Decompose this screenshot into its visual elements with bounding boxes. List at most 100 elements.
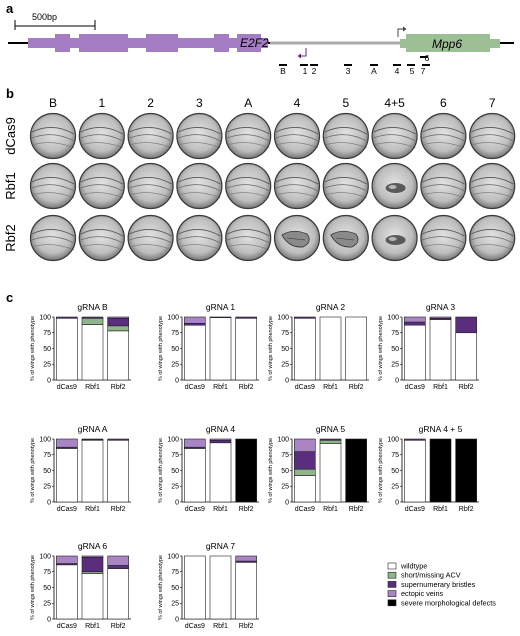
y-tick-label: 0 bbox=[47, 499, 51, 506]
wing-image bbox=[322, 214, 369, 262]
chart-title: gRNA 7 bbox=[206, 541, 236, 551]
y-tick-label: 50 bbox=[171, 346, 179, 353]
bar-segment bbox=[209, 317, 232, 381]
bar-segment bbox=[81, 317, 104, 325]
stacked-bar-chart: gRNA A % of wings with phenotype 0 25 50 75 10… bbox=[30, 424, 131, 513]
y-axis-label: % of wings with phenotype bbox=[268, 316, 274, 381]
wing-image bbox=[29, 112, 77, 160]
y-tick-label: 100 bbox=[277, 314, 289, 321]
bar-segment bbox=[319, 439, 342, 444]
e2f2-exon-2 bbox=[79, 34, 128, 52]
x-tick-label: Rbf2 bbox=[239, 623, 254, 630]
bar-segment bbox=[107, 565, 129, 569]
wing-column-label: 2 bbox=[147, 96, 154, 110]
bar-segment bbox=[107, 555, 129, 566]
wing-image bbox=[176, 214, 223, 262]
legend-swatch bbox=[387, 562, 397, 570]
y-tick-label: 25 bbox=[171, 484, 179, 491]
chart-title: gRNA 6 bbox=[78, 541, 108, 551]
y-tick-label: 100 bbox=[277, 436, 289, 443]
stacked-bar-chart: gRNA 7 % of wings with phenotype 0 25 50 75 10… bbox=[158, 541, 259, 630]
y-tick-label: 0 bbox=[395, 499, 399, 506]
y-tick-label: 75 bbox=[391, 452, 399, 459]
bar-segment bbox=[404, 439, 426, 503]
wing-column-label: 4+5 bbox=[384, 96, 405, 110]
y-tick-label: 75 bbox=[43, 569, 51, 576]
wing-image bbox=[322, 162, 369, 210]
mpp6-tss-arrow bbox=[397, 28, 405, 37]
wing-image bbox=[420, 214, 467, 262]
panel-b-letter: b bbox=[6, 86, 14, 101]
y-tick-label: 75 bbox=[171, 452, 179, 459]
legend-swatch bbox=[387, 571, 397, 579]
y-axis-label: % of wings with phenotype bbox=[30, 555, 36, 620]
y-tick-label: 75 bbox=[391, 330, 399, 337]
y-tick-label: 0 bbox=[285, 377, 289, 384]
bar-segment bbox=[209, 316, 232, 318]
bar-segment bbox=[107, 317, 129, 327]
bar-segment bbox=[429, 316, 452, 319]
y-tick-label: 0 bbox=[47, 616, 51, 623]
bar-segment bbox=[184, 448, 206, 503]
wing-column-label: 4 bbox=[294, 96, 301, 110]
bar-segment bbox=[294, 316, 316, 319]
stacked-bar-chart: gRNA 4 % of wings with phenotype 0 25 50 75 10… bbox=[158, 424, 259, 513]
bar-segment bbox=[429, 438, 452, 503]
x-tick-label: Rbf1 bbox=[213, 506, 228, 513]
bar-segment bbox=[235, 438, 257, 503]
x-tick-label: Rbf1 bbox=[213, 623, 228, 630]
y-tick-label: 0 bbox=[395, 377, 399, 384]
bar-segment bbox=[294, 475, 316, 503]
bar-segment bbox=[184, 316, 206, 324]
y-tick-label: 0 bbox=[175, 499, 179, 506]
grna-label: 2 bbox=[312, 66, 317, 76]
wing-column-label: 7 bbox=[489, 96, 496, 110]
bar-segment bbox=[404, 438, 426, 441]
y-tick-label: 25 bbox=[281, 484, 289, 491]
y-tick-label: 100 bbox=[387, 314, 399, 321]
y-tick-label: 100 bbox=[167, 553, 179, 560]
x-tick-label: Rbf2 bbox=[111, 384, 126, 391]
y-tick-label: 50 bbox=[391, 468, 399, 475]
grna-markers: B 1 2 3 A 4 56 7 bbox=[279, 53, 430, 76]
wing-row-label: dCas9 bbox=[3, 117, 18, 155]
wing-image bbox=[176, 162, 223, 210]
grna-label: 4 bbox=[395, 66, 400, 76]
y-tick-label: 75 bbox=[281, 452, 289, 459]
chart-title: gRNA 2 bbox=[316, 302, 346, 312]
e2f2-exon-3 bbox=[146, 34, 178, 52]
x-tick-label: Rbf1 bbox=[85, 506, 100, 513]
bar-segment bbox=[56, 555, 78, 564]
y-tick-label: 0 bbox=[47, 377, 51, 384]
y-tick-label: 25 bbox=[391, 484, 399, 491]
y-axis-label: % of wings with phenotype bbox=[158, 555, 164, 620]
chart-title: gRNA A bbox=[78, 424, 108, 434]
legend-label: ectopic veins bbox=[401, 589, 444, 598]
wing-image bbox=[273, 112, 321, 160]
chart-title: gRNA 4 + 5 bbox=[419, 424, 463, 434]
y-axis-label: % of wings with phenotype bbox=[378, 438, 384, 503]
wing-row-label: Rbf1 bbox=[3, 172, 18, 199]
bar-segment bbox=[184, 438, 206, 448]
wing-image bbox=[78, 162, 125, 210]
panel-c-letter: c bbox=[6, 290, 13, 305]
bar-segment bbox=[107, 568, 129, 620]
wing-column-label: 1 bbox=[98, 96, 105, 110]
y-tick-label: 75 bbox=[171, 569, 179, 576]
y-tick-label: 0 bbox=[285, 499, 289, 506]
e2f2-exon-1 bbox=[55, 34, 70, 52]
legend-swatch bbox=[387, 581, 397, 588]
y-tick-label: 75 bbox=[171, 330, 179, 337]
y-tick-label: 75 bbox=[43, 330, 51, 337]
wing-column-label: A bbox=[244, 96, 252, 110]
y-tick-label: 75 bbox=[281, 330, 289, 337]
e2f2-tss-arrow bbox=[299, 48, 307, 57]
y-tick-label: 25 bbox=[43, 601, 51, 608]
wing-image bbox=[29, 162, 77, 210]
x-tick-label: dCas9 bbox=[185, 623, 205, 630]
y-tick-label: 50 bbox=[171, 585, 179, 592]
y-tick-label: 50 bbox=[281, 468, 289, 475]
bar-segment bbox=[455, 316, 477, 334]
